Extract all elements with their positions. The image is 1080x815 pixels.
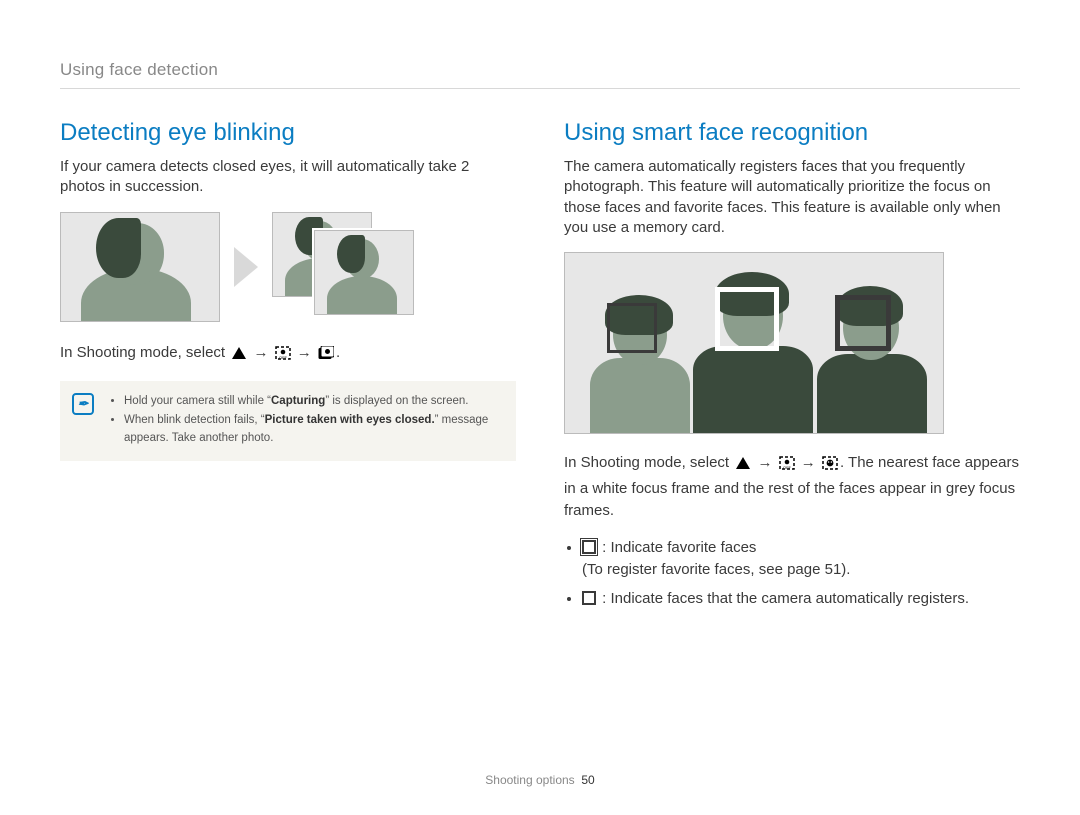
instruction-smart: In Shooting mode, select → OFF → . The n… (564, 452, 1020, 523)
blink-mode-icon (318, 345, 334, 368)
note-line-2: When blink detection fails, “Picture tak… (124, 412, 502, 447)
legend-auto: : Indicate faces that the camera automat… (582, 588, 1020, 611)
photo-stack (272, 212, 422, 322)
face-off-icon-2: OFF (779, 455, 795, 478)
blink-illustration (60, 212, 516, 322)
smart-face-icon (822, 455, 838, 478)
content-columns: Detecting eye blinking If your camera de… (60, 119, 1020, 616)
focus-frame-grey-2 (837, 297, 889, 349)
instr2-prefix: In Shooting mode, select (564, 454, 733, 471)
photo-eyes-closed (60, 212, 220, 322)
intro-smart: The camera automatically registers faces… (564, 157, 1020, 238)
note1-post: ” is displayed on the screen. (325, 395, 468, 407)
legend-favorite: : Indicate favorite faces (To register f… (582, 537, 1020, 582)
footer-page: 50 (581, 773, 594, 787)
fav-label: : Indicate favorite faces (598, 539, 756, 556)
note2-pre: When blink detection fails, “ (124, 414, 265, 426)
svg-text:OFF: OFF (279, 355, 288, 360)
face-off-icon: OFF (275, 345, 291, 368)
up-triangle-icon (231, 345, 247, 368)
note-line-1: Hold your camera still while “Capturing”… (124, 393, 502, 410)
col-right: Using smart face recognition The camera … (564, 119, 1020, 616)
note1-bold: Capturing (271, 395, 325, 407)
auto-label: : Indicate faces that the camera automat… (598, 590, 969, 607)
focus-frame-grey-1 (607, 303, 657, 353)
legend-list: : Indicate favorite faces (To register f… (564, 537, 1020, 611)
note1-pre: Hold your camera still while “ (124, 395, 271, 407)
svg-text:OFF: OFF (783, 465, 792, 470)
note2-bold: Picture taken with eyes closed. (265, 414, 435, 426)
note-box: ✒ Hold your camera still while “Capturin… (60, 381, 516, 461)
instr-prefix: In Shooting mode, select (60, 344, 229, 361)
photo-result-2 (314, 230, 414, 315)
intro-blink: If your camera detects closed eyes, it w… (60, 157, 516, 198)
instruction-blink: In Shooting mode, select → OFF → . (60, 342, 516, 368)
favorite-frame-icon (582, 540, 596, 554)
person-1 (585, 273, 695, 433)
arrow-icon (234, 247, 258, 287)
col-left: Detecting eye blinking If your camera de… (60, 119, 516, 616)
title-smart: Using smart face recognition (564, 119, 1020, 147)
title-blink: Detecting eye blinking (60, 119, 516, 147)
breadcrumb: Using face detection (60, 60, 1020, 89)
note-badge-icon: ✒ (72, 393, 94, 415)
page-footer: Shooting options 50 (0, 773, 1080, 787)
focus-frame-white (717, 289, 777, 349)
auto-frame-icon (582, 591, 596, 605)
fav-sub: (To register favorite faces, see page 51… (582, 561, 850, 578)
up-triangle-icon-2 (735, 455, 751, 478)
smart-illustration (564, 252, 944, 434)
footer-section: Shooting options (485, 773, 574, 787)
